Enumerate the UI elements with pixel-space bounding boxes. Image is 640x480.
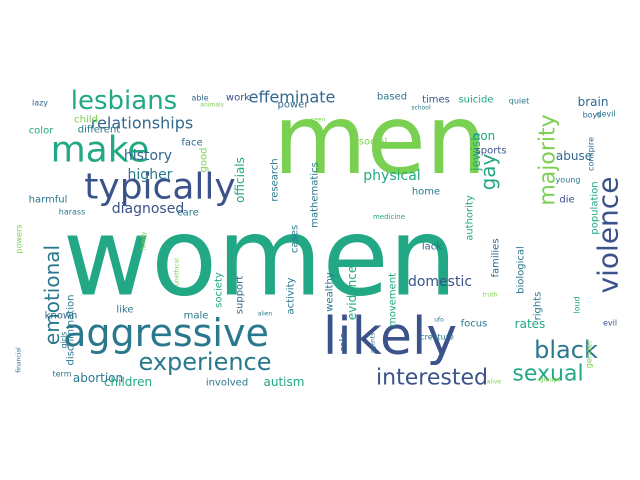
- word-movement: movement: [388, 273, 399, 327]
- word-ufo: ufo: [434, 317, 444, 324]
- word-alive: alive: [487, 379, 502, 386]
- word-lazy: lazy: [32, 99, 48, 108]
- word-alien: alien: [258, 311, 273, 318]
- word-cases: cases: [290, 225, 301, 253]
- word-medicine: medicine: [373, 213, 405, 221]
- word-support: support: [235, 276, 246, 314]
- word-times: times: [422, 95, 450, 106]
- word-suicide: suicide: [458, 95, 493, 106]
- word-school: school: [411, 105, 431, 112]
- word-conspire: conspire: [587, 137, 596, 171]
- word-majority: majority: [536, 114, 561, 205]
- word-discrimination: discrimination: [66, 295, 77, 366]
- word-creature: creature: [420, 333, 454, 342]
- word-make: make: [51, 130, 150, 171]
- word-officials: officials: [233, 157, 247, 203]
- word-child: child: [74, 115, 98, 126]
- word-rights: rights: [533, 292, 544, 321]
- word-effeminate: effeminate: [249, 88, 336, 107]
- word-authority: authority: [465, 195, 476, 241]
- word-abortion: abortion: [73, 371, 123, 385]
- word-like: like: [116, 305, 133, 316]
- word-loud: loud: [573, 296, 582, 313]
- word-society: society: [214, 272, 225, 308]
- word-face: face: [181, 138, 202, 149]
- word-brain: brain: [578, 95, 609, 109]
- word-likely: likely: [323, 307, 457, 367]
- word-seen: seen: [311, 117, 326, 124]
- word-male: male: [184, 311, 209, 322]
- word-wealthy: wealthy: [325, 272, 336, 311]
- word-abuse: abuse: [556, 149, 592, 163]
- word-harass: harass: [59, 208, 86, 217]
- word-powers: powers: [15, 225, 24, 254]
- word-interested: interested: [376, 366, 488, 391]
- word-known: known: [45, 311, 78, 322]
- word-family: family: [141, 231, 148, 250]
- word-relationships: relationships: [91, 114, 193, 133]
- word-lesbians: lesbians: [71, 86, 177, 116]
- word-financial: financial: [16, 347, 23, 373]
- word-based: based: [377, 92, 407, 103]
- word-harmful: harmful: [29, 195, 68, 206]
- word-men: men: [273, 84, 486, 196]
- word-boys: boys: [583, 111, 602, 120]
- word-die: die: [559, 195, 574, 206]
- word-physical: physical: [363, 168, 420, 184]
- word-autism: autism: [264, 375, 305, 389]
- word-quiet: quiet: [509, 97, 529, 106]
- word-different: different: [78, 125, 121, 136]
- word-mathematics: mathematics: [310, 162, 321, 228]
- word-women: women: [63, 196, 458, 321]
- word-children: children: [104, 375, 152, 389]
- word-animals: animals: [200, 102, 223, 109]
- word-emotional: emotional: [40, 245, 64, 345]
- word-involved: involved: [206, 378, 248, 389]
- word-agents: agents: [370, 333, 377, 353]
- word-home: home: [412, 187, 440, 198]
- word-violence: violence: [592, 177, 625, 294]
- word-sports: sports: [476, 146, 507, 157]
- word-focus: focus: [461, 319, 488, 330]
- word-higher: higher: [128, 167, 173, 183]
- word-aggressive: aggressive: [63, 311, 269, 355]
- word-devil: devil: [596, 110, 615, 119]
- word-good: good: [199, 148, 210, 173]
- word-biological: biological: [516, 246, 527, 294]
- word-unethical: unethical: [174, 258, 181, 286]
- word-gender: gender: [585, 339, 594, 368]
- word-truth: truth: [483, 292, 498, 299]
- word-activity: activity: [286, 277, 297, 314]
- word-families: families: [491, 238, 502, 277]
- word-power: power: [278, 100, 310, 111]
- word-groups: groups: [540, 377, 561, 384]
- word-research: research: [270, 158, 281, 201]
- word-black: black: [534, 336, 598, 364]
- word-color: color: [29, 126, 55, 137]
- word-sexual: sexual: [512, 362, 583, 387]
- word-rates: rates: [515, 317, 546, 331]
- word-evidence: evidence: [345, 266, 359, 320]
- word-young: young: [556, 176, 581, 185]
- word-history: history: [124, 148, 172, 164]
- word-lack: lack: [422, 242, 442, 253]
- word-social: social: [359, 137, 388, 148]
- word-girls: girls: [60, 332, 69, 349]
- word-experience: experience: [138, 348, 271, 376]
- word-typically: typically: [84, 167, 235, 208]
- word-non: non: [473, 129, 496, 143]
- word-care: care: [177, 208, 199, 219]
- word-gay: gay: [476, 153, 500, 190]
- word-diagnosed: diagnosed: [112, 201, 184, 217]
- word-term: term: [53, 370, 72, 379]
- word-jewish: jewish: [469, 133, 483, 172]
- word-evil: evil: [603, 319, 617, 328]
- word-work: work: [226, 93, 250, 104]
- word-role: role: [339, 333, 350, 352]
- word-able: able: [191, 94, 208, 103]
- word-population: population: [590, 181, 601, 234]
- word-domestic: domestic: [408, 274, 472, 290]
